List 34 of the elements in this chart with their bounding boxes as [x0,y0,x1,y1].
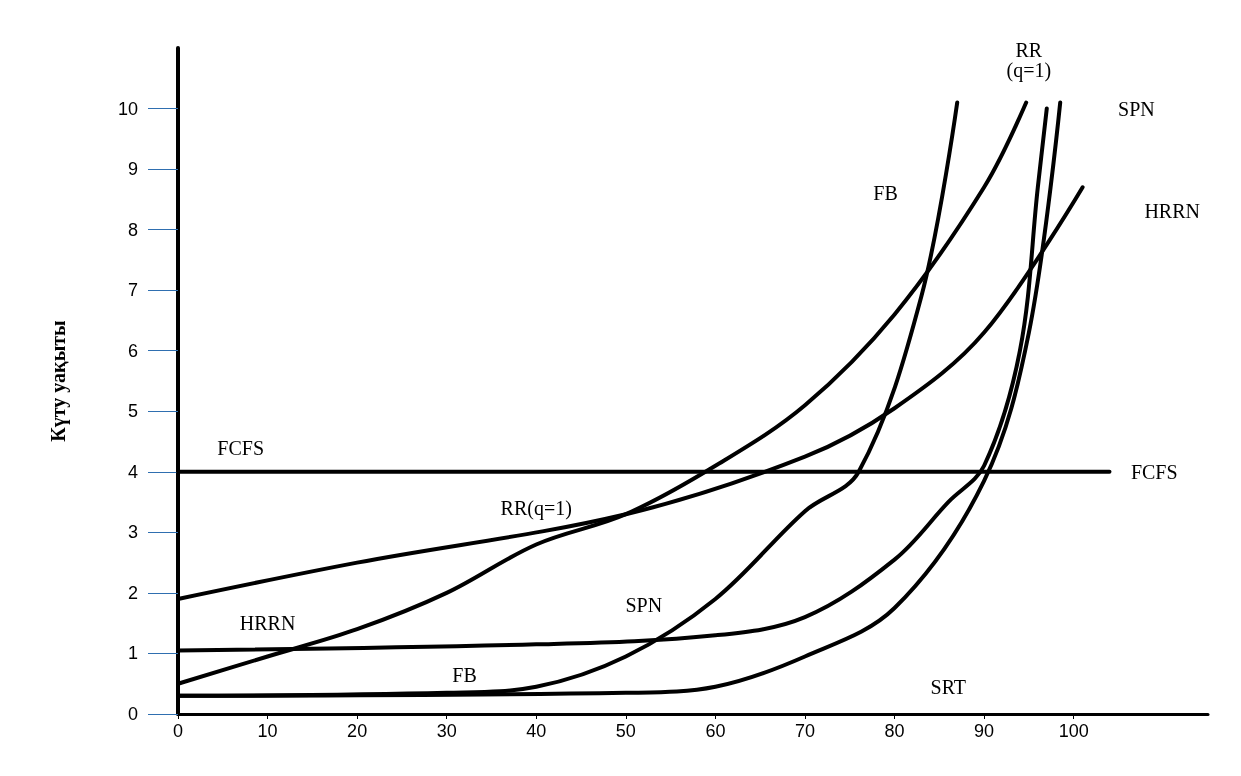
y-tick-label: 5 [127,401,138,422]
annotation: SPN [625,594,663,617]
x-tick-label: 70 [794,721,815,741]
annotation: FCFS [217,436,265,459]
annotation: SRT [930,675,966,698]
annotation: HRRN [1144,200,1200,223]
y-tick-label: 7 [127,280,138,301]
y-tick-label: 1 [127,643,138,664]
annotation: HRRN [239,612,296,635]
x-tick-label: 0 [172,721,184,741]
annotation: FB [452,663,477,686]
annotation: SPN [1118,97,1155,120]
x-tick-label: 90 [974,721,995,741]
x-tick-label: 60 [705,721,726,741]
annotation: RR(q=1) [500,497,572,521]
y-axis-title: Күту уақыты [47,319,70,442]
x-tick-label: 30 [436,721,457,741]
y-tick-label: 6 [127,340,138,361]
y-tick-label: 0 [127,704,138,724]
y-tick-label: 3 [127,522,138,543]
x-tick-label: 20 [347,721,368,741]
y-tick-label: 4 [127,461,138,482]
y-tick-label: 10 [117,98,138,119]
y-tick-label: 8 [127,219,138,240]
annotation: FB [873,182,898,205]
x-tick-label: 100 [1058,721,1089,741]
annotation: FCFS [1130,460,1178,483]
x-tick-label: 50 [615,721,636,741]
y-tick-label: 9 [127,159,138,180]
x-tick-label: 40 [526,721,547,741]
x-tick-label: 80 [884,721,905,741]
x-tick-label: 10 [257,721,278,741]
y-tick-label: 2 [127,582,138,603]
annotation: RR (q=1) [1006,39,1052,83]
